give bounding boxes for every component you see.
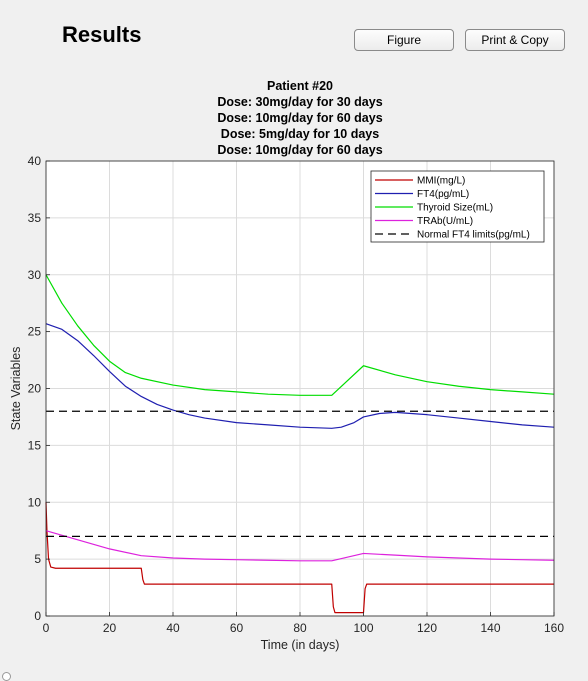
x-tick-label: 60 [230, 621, 244, 635]
y-tick-label: 15 [28, 438, 42, 452]
y-tick-label: 40 [28, 154, 42, 168]
legend-label-4: Normal FT4 limits(pg/mL) [417, 230, 530, 241]
series-line-2 [45, 274, 555, 396]
chart-title-line: Dose: 10mg/day for 60 days [217, 111, 382, 125]
page-title: Results [62, 22, 142, 47]
y-tick-label: 30 [28, 268, 42, 282]
print-copy-button[interactable]: Print & Copy [465, 29, 565, 51]
chart-title-line: Dose: 5mg/day for 10 days [221, 127, 379, 141]
x-tick-label: 140 [480, 621, 500, 635]
x-axis-label: Time (in days) [261, 638, 340, 652]
figure-button[interactable]: Figure [354, 29, 454, 51]
y-tick-label: 10 [28, 495, 42, 509]
y-tick-label: 25 [28, 325, 42, 339]
x-tick-label: 20 [103, 621, 117, 635]
chart-title-line: Dose: 30mg/day for 30 days [217, 95, 382, 109]
radio-button[interactable] [2, 672, 11, 681]
chart-title-line: Dose: 10mg/day for 60 days [217, 143, 382, 157]
x-tick-label: 40 [166, 621, 180, 635]
legend-label-1: FT4(pg/mL) [417, 189, 469, 200]
series-line-1 [45, 323, 555, 429]
y-tick-label: 5 [34, 552, 41, 566]
y-tick-label: 0 [34, 609, 41, 623]
y-tick-label: 35 [28, 211, 42, 225]
y-axis-label: State Variables [9, 347, 23, 431]
x-tick-label: 120 [417, 621, 437, 635]
x-tick-label: 160 [544, 621, 564, 635]
legend-label-3: TRAb(U/mL) [417, 216, 473, 227]
x-tick-label: 0 [43, 621, 50, 635]
y-tick-label: 20 [28, 382, 42, 396]
series-line-0 [45, 502, 554, 614]
series-line-3 [45, 530, 555, 562]
x-tick-label: 100 [353, 621, 373, 635]
legend-label-2: Thyroid Size(mL) [417, 203, 493, 214]
x-tick-label: 80 [293, 621, 307, 635]
chart-title-line: Patient #20 [267, 79, 333, 93]
legend-label-0: MMI(mg/L) [417, 176, 465, 187]
